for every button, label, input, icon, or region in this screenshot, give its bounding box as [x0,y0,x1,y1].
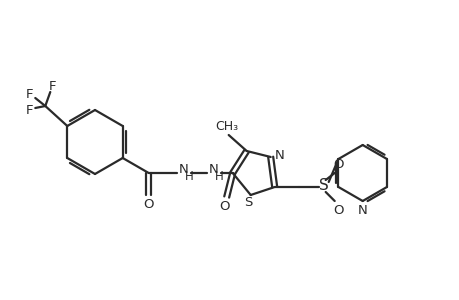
Text: N: N [357,203,367,217]
Text: O: O [143,197,154,211]
Text: F: F [49,80,56,92]
Text: O: O [219,200,230,212]
Text: H: H [215,170,224,184]
Text: S: S [318,178,328,194]
Text: F: F [26,103,33,116]
Text: H: H [185,170,194,184]
Text: S: S [244,196,252,209]
Text: F: F [26,88,33,100]
Text: N: N [208,163,218,176]
Text: N: N [179,163,188,176]
Text: CH₃: CH₃ [215,119,238,133]
Text: O: O [333,203,343,217]
Text: O: O [333,158,343,170]
Text: N: N [274,148,284,161]
